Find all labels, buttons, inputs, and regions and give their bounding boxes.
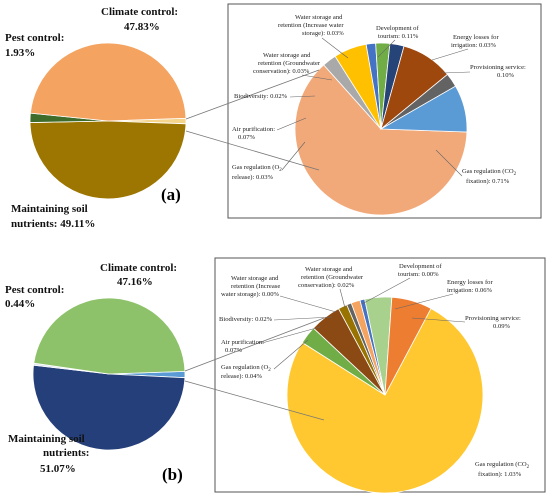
panel-a-main-slice-3	[29, 42, 187, 122]
panel-a-climate-label-2: 47.83%	[124, 21, 160, 33]
panel-a-provisioning-label: Provisioning service: 0.10%	[470, 64, 528, 79]
panel-a-climate-label-1: Climate control:	[101, 6, 178, 18]
panel-b-climate-label-2: 47.16%	[117, 276, 153, 288]
panel-b-provisioning-label: Provisioning service: 0.09%	[465, 315, 523, 330]
panel-a-ws-ground-label: Water storage and retention (Groundwater…	[253, 52, 322, 75]
panel-b-main-pie	[32, 297, 186, 451]
panel-b-ws-ground-label: Water storage and retention (Groundwater…	[298, 266, 365, 289]
panel-a-energy-label: Energy losses for irrigation: 0.03%	[451, 34, 500, 49]
panel-b-o2-label: Gas regulation (O2 release): 0.04%	[221, 364, 272, 380]
panel-a-leader-lines	[276, 37, 471, 177]
panel-a-main-slice-1	[29, 120, 187, 200]
panel-a-soil-label-1: Maintaining soil	[11, 203, 88, 215]
panel-b-energy-label: Energy losses for irrigation: 0.06%	[447, 279, 494, 294]
panel-a: Climate control: 47.83% Pest control: 1.…	[5, 3, 542, 230]
panel-b-main-slice-3	[33, 297, 186, 375]
panel-a-co2-label: Gas regulation (CO2 fixation): 0.71%	[462, 168, 518, 185]
panel-a-pest-label-2: 1.93%	[5, 47, 35, 59]
panel-b-pest-label-1: Pest control:	[5, 284, 64, 296]
panel-b-leader-lines	[261, 277, 466, 370]
panel-b-ws-increase-label: Water storage and retention (Increase wa…	[221, 275, 282, 298]
panel-a-connector-bottom	[185, 130, 320, 171]
panel-a-detail-pie	[294, 42, 468, 216]
panel-b-connector-top	[184, 317, 325, 372]
panel-a-detail-slice-8	[379, 85, 468, 133]
panel-b-air-label: Air purification: 0.07%	[221, 339, 266, 354]
panel-a-soil-label-2: nutrients: 49.11%	[11, 218, 95, 230]
panel-b-detail-slice-8	[384, 296, 432, 396]
panel-b-pest-label-2: 0.44%	[5, 298, 35, 310]
panel-a-air-label: Air purification: 0.07%	[232, 126, 277, 141]
panel-b-soil-label-1: Maintaining soil	[8, 433, 85, 445]
panel-a-connector-top	[185, 69, 320, 120]
panel-a-ws-increase-label: Water storage and retention (Increase wa…	[278, 14, 345, 37]
panel-a-pest-label-1: Pest control:	[5, 32, 64, 44]
panel-b-detail-slice-0	[286, 307, 484, 494]
panel-a-tourism-label: Development of tourism: 0.11%	[376, 25, 420, 40]
panel-a-tag: (a)	[161, 185, 181, 204]
panel-a-main-pie	[29, 42, 187, 200]
panel-b-detail-pie	[286, 296, 484, 494]
panel-b-connector-bottom	[184, 380, 325, 421]
panel-b-climate-label-1: Climate control:	[100, 262, 177, 274]
panel-a-detail-frame	[227, 3, 542, 219]
panel-b-soil-label-2: nutrients:	[43, 447, 89, 459]
panel-a-biodiversity-label: Biodiversity: 0.02%	[234, 93, 288, 100]
panel-b-tag: (b)	[162, 465, 183, 484]
panel-a-detail-slice-0	[294, 64, 468, 216]
panel-b: Climate control: 47.16% Pest control: 0.…	[5, 257, 546, 494]
panel-b-biodiversity-label: Biodiversity: 0.02%	[219, 316, 273, 323]
panel-b-soil-label-3: 51.07%	[40, 463, 76, 475]
panel-b-co2-label: Gas regulation (CO2 fixation): 1.03%	[475, 461, 531, 478]
panel-a-o2-label: Gas regulation (O2 release): 0.03%	[232, 164, 283, 181]
panel-b-tourism-label: Development of tourism: 0.00%	[398, 263, 443, 278]
panel-b-main-slice-1	[32, 364, 186, 451]
